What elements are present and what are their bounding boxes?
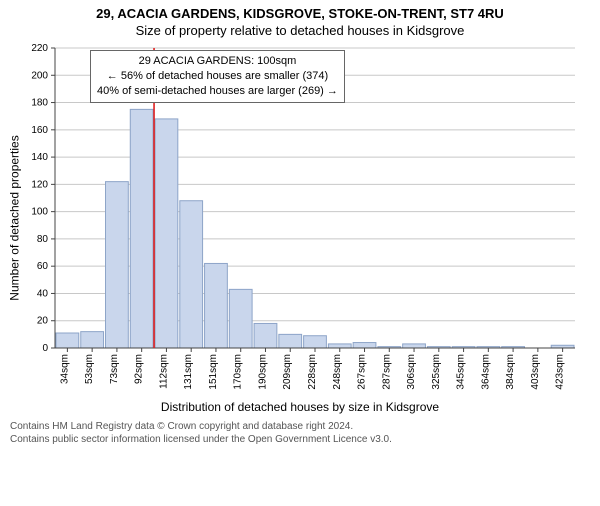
annotation-line-2: ← 56% of detached houses are smaller (37… xyxy=(97,69,338,84)
svg-text:170sqm: 170sqm xyxy=(233,354,244,390)
svg-text:80: 80 xyxy=(37,234,49,245)
footer: Contains HM Land Registry data © Crown c… xyxy=(0,414,600,446)
bar xyxy=(254,323,277,348)
bar xyxy=(304,336,327,348)
svg-text:209sqm: 209sqm xyxy=(282,354,293,390)
svg-text:60: 60 xyxy=(37,261,49,272)
svg-text:20: 20 xyxy=(37,316,49,327)
svg-text:151sqm: 151sqm xyxy=(208,354,219,390)
bar xyxy=(106,182,129,348)
svg-text:131sqm: 131sqm xyxy=(183,354,194,390)
svg-text:100: 100 xyxy=(31,207,48,218)
bar xyxy=(81,332,104,348)
svg-text:423sqm: 423sqm xyxy=(555,354,566,390)
annotation-box: 29 ACACIA GARDENS: 100sqm ← 56% of detac… xyxy=(90,50,345,103)
annotation-line-3: 40% of semi-detached houses are larger (… xyxy=(97,84,338,99)
bar xyxy=(353,343,376,348)
bar xyxy=(229,289,252,348)
svg-text:40: 40 xyxy=(37,288,49,299)
svg-text:364sqm: 364sqm xyxy=(480,354,491,390)
svg-text:34sqm: 34sqm xyxy=(59,354,70,384)
svg-text:228sqm: 228sqm xyxy=(307,354,318,390)
annotation-line-1: 29 ACACIA GARDENS: 100sqm xyxy=(97,54,338,69)
svg-text:180: 180 xyxy=(31,98,48,109)
page-title: 29, ACACIA GARDENS, KIDSGROVE, STOKE-ON-… xyxy=(0,6,600,21)
bar xyxy=(279,334,302,348)
chart-container: Number of detached properties 0 20 40 60 80 1… xyxy=(0,38,600,398)
x-axis-label: Distribution of detached houses by size … xyxy=(0,400,600,414)
bar xyxy=(155,119,178,348)
svg-text:160: 160 xyxy=(31,125,48,136)
bar xyxy=(205,263,228,348)
bar xyxy=(403,344,426,348)
svg-text:92sqm: 92sqm xyxy=(134,354,145,384)
bar xyxy=(130,109,153,348)
svg-text:345sqm: 345sqm xyxy=(456,354,467,390)
y-axis-label: Number of detached properties xyxy=(7,135,21,300)
svg-text:0: 0 xyxy=(42,343,48,354)
footer-line-2: Contains public sector information licen… xyxy=(10,433,590,446)
bar xyxy=(328,344,351,348)
svg-text:200: 200 xyxy=(31,70,48,81)
svg-text:53sqm: 53sqm xyxy=(84,354,95,384)
svg-text:220: 220 xyxy=(31,43,48,54)
svg-text:306sqm: 306sqm xyxy=(406,354,417,390)
svg-text:248sqm: 248sqm xyxy=(332,354,343,390)
bar xyxy=(180,201,203,348)
svg-text:120: 120 xyxy=(31,179,48,190)
page-subtitle: Size of property relative to detached ho… xyxy=(0,23,600,38)
footer-line-1: Contains HM Land Registry data © Crown c… xyxy=(10,420,590,433)
svg-text:403sqm: 403sqm xyxy=(530,354,541,390)
svg-text:140: 140 xyxy=(31,152,48,163)
svg-text:73sqm: 73sqm xyxy=(109,354,120,384)
svg-text:384sqm: 384sqm xyxy=(505,354,516,390)
svg-text:190sqm: 190sqm xyxy=(257,354,268,390)
svg-text:112sqm: 112sqm xyxy=(158,354,169,389)
svg-text:287sqm: 287sqm xyxy=(381,354,392,390)
bar xyxy=(56,333,79,348)
svg-text:325sqm: 325sqm xyxy=(431,354,442,390)
svg-text:267sqm: 267sqm xyxy=(357,354,368,390)
